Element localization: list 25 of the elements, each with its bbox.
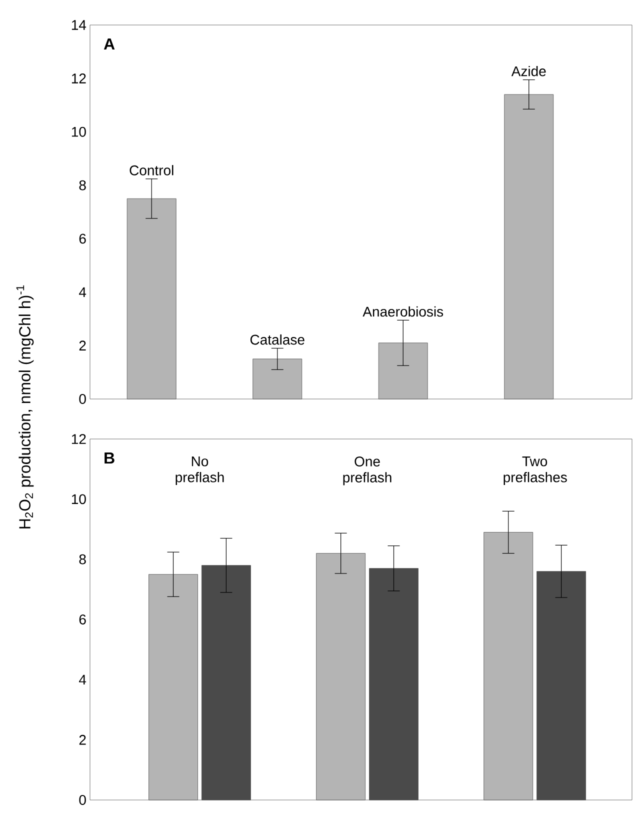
y-tick-label: 4 — [78, 287, 86, 297]
x-tick-label: Anaerobiosis — [362, 306, 444, 317]
text: A — [104, 38, 115, 50]
y-tick-label: 10 — [72, 494, 86, 504]
y-tick-label: 12 — [72, 74, 86, 84]
y-tick-label: 14 — [72, 20, 86, 30]
y-tick-label: 2 — [79, 340, 86, 350]
y-tick-label: 10 — [72, 126, 86, 137]
x-tick-label: Two preflashes — [504, 456, 567, 486]
y-axis-title: H$_{2}$O$_{2}$ production, nmol (mgChl h)$^{-1}$ — [16, 285, 34, 528]
y-tick-label: 6 — [79, 614, 86, 624]
y-tick-label: 0 — [79, 394, 86, 404]
y-tick-label: 0 — [79, 795, 86, 805]
x-tick-label: No preflash — [176, 456, 224, 486]
y-tick-label: 2 — [79, 734, 86, 745]
y-tick-label: 8 — [79, 554, 86, 564]
x-tick-label: Azide — [511, 66, 546, 76]
y-tick-label: 6 — [79, 234, 86, 244]
y-tick-label: 8 — [79, 180, 86, 190]
y-tick-label: 12 — [72, 434, 86, 444]
x-tick-label: Catalase — [250, 334, 304, 345]
x-tick-label: Control — [130, 165, 174, 176]
y-tick-label: 4 — [78, 674, 86, 684]
x-tick-label: One preflash — [343, 456, 392, 486]
text: B — [104, 452, 114, 464]
